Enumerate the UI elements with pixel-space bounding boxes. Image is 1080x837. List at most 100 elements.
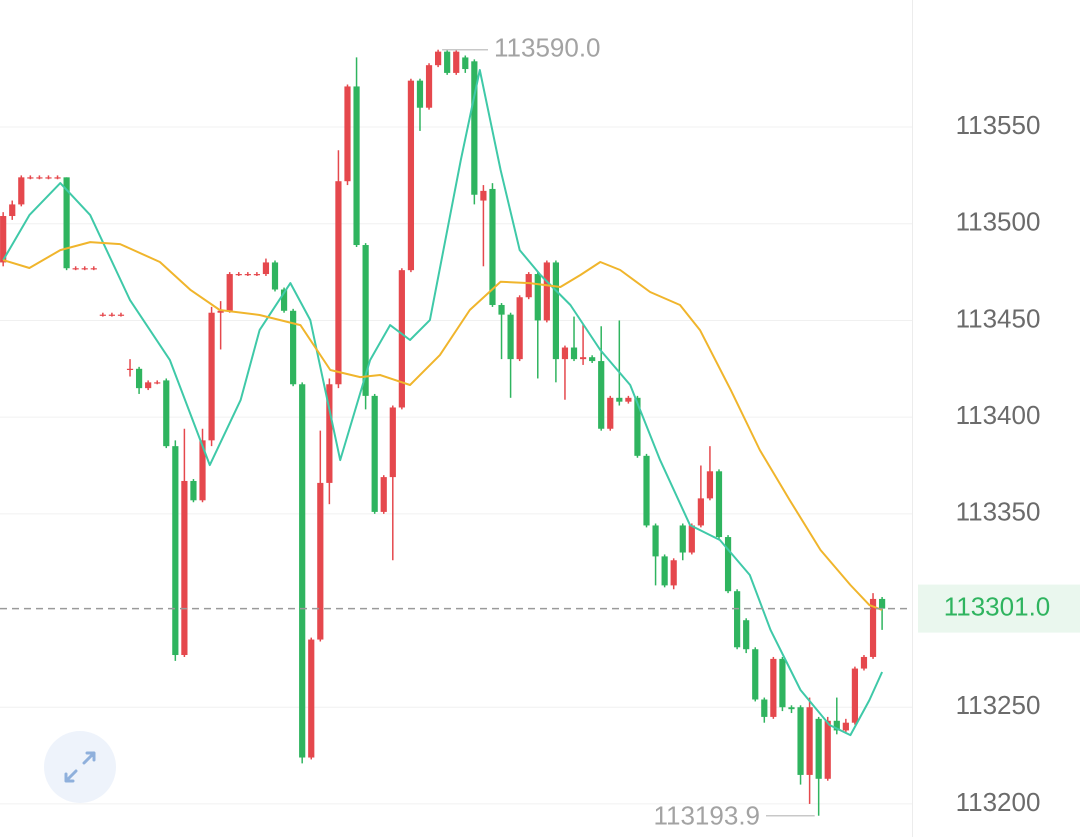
candle-body — [163, 380, 170, 447]
candle-body — [335, 181, 342, 385]
candle-body — [697, 498, 704, 526]
y-tick-label: 113350 — [956, 497, 1041, 527]
candle-body — [797, 707, 804, 775]
zoom-icon — [64, 751, 96, 783]
candle-body — [842, 722, 849, 731]
candle-body — [661, 556, 668, 586]
candle-body — [199, 440, 206, 501]
candle-body — [770, 658, 777, 717]
candle-body — [416, 80, 424, 108]
candle-body — [135, 368, 143, 389]
candle-body — [688, 525, 695, 553]
candle-body — [589, 357, 596, 362]
candle-body — [752, 649, 759, 700]
candle-body — [579, 357, 587, 360]
candle-body — [525, 274, 532, 298]
candle-body — [652, 525, 659, 557]
y-tick-label: 113400 — [956, 400, 1041, 430]
zoom-button[interactable] — [44, 731, 116, 803]
candle-body — [108, 314, 116, 316]
candle-body — [398, 270, 405, 408]
current-price-box — [918, 584, 1080, 633]
candle-body — [172, 446, 179, 656]
candle-body — [869, 598, 877, 657]
candle-body — [516, 297, 523, 360]
candle-body — [761, 699, 768, 717]
moving-average-line — [2, 69, 884, 737]
candle-body — [36, 177, 43, 179]
candles — [0, 49, 886, 816]
candle-body — [407, 80, 415, 271]
candle-body — [90, 268, 97, 270]
candle-body — [63, 177, 70, 269]
candle-body — [570, 347, 578, 360]
candle-body — [507, 314, 514, 360]
candle-body — [444, 51, 451, 73]
y-tick-label: 113450 — [956, 303, 1041, 333]
candle-body — [462, 57, 469, 70]
candle-body — [235, 274, 242, 276]
candle-body — [290, 310, 297, 385]
candle-body — [815, 718, 822, 779]
current-price-label: 113301.0 — [944, 591, 1051, 621]
candle-body — [824, 720, 831, 779]
candle-body — [244, 274, 251, 276]
y-tick-label: 113250 — [956, 690, 1041, 720]
y-tick-label: 113550 — [956, 110, 1041, 140]
candle-body — [262, 262, 270, 275]
candle-body — [253, 274, 260, 276]
candle-body — [326, 384, 333, 483]
candle-body — [0, 216, 7, 263]
zoom-button-bg — [44, 731, 116, 803]
candle-body — [425, 65, 433, 108]
candle-body — [724, 537, 732, 592]
candle-body — [217, 310, 224, 313]
candle-body — [380, 477, 387, 512]
candle-body — [598, 361, 605, 429]
candle-body — [561, 347, 569, 360]
candle-body — [552, 262, 559, 360]
candle-body — [670, 560, 677, 586]
candle-body — [878, 598, 886, 609]
candle-body — [833, 720, 840, 731]
candle-body — [743, 620, 750, 650]
candle-body — [317, 482, 324, 640]
candle-body — [634, 397, 641, 456]
candle-body — [543, 262, 550, 321]
candle-body — [489, 188, 496, 305]
candle-body — [498, 304, 505, 315]
y-tick-label: 113500 — [956, 207, 1041, 237]
candle-body — [625, 397, 632, 402]
candle-body — [154, 382, 161, 384]
candle-body — [480, 190, 487, 201]
low-annotation: 113193.9 — [653, 801, 760, 831]
candle-body — [54, 177, 61, 179]
candle-body — [299, 384, 306, 758]
candle-body — [117, 314, 125, 316]
candle-body — [679, 525, 686, 553]
high-annotation: 113590.0 — [494, 33, 601, 63]
y-tick-label: 113200 — [956, 787, 1041, 817]
candle-body — [851, 668, 859, 723]
candle-body — [453, 51, 460, 73]
candle-body — [308, 639, 315, 758]
candle-body — [353, 86, 360, 246]
candle-body — [9, 204, 16, 217]
candle-body — [226, 274, 233, 311]
candle-body — [280, 289, 288, 311]
candle-body — [344, 86, 351, 182]
candle-body — [435, 51, 442, 66]
grid — [0, 126, 912, 805]
candle-body — [145, 382, 152, 389]
candle-body — [806, 707, 813, 775]
candle-body — [643, 455, 650, 526]
candle-body — [534, 274, 541, 321]
candle-body — [471, 61, 478, 195]
moving-average-line — [2, 241, 883, 611]
candle-body — [362, 245, 369, 396]
candle-body — [18, 177, 25, 205]
candle-body — [190, 480, 197, 501]
candle-body — [271, 262, 279, 290]
candle-body — [715, 471, 723, 538]
